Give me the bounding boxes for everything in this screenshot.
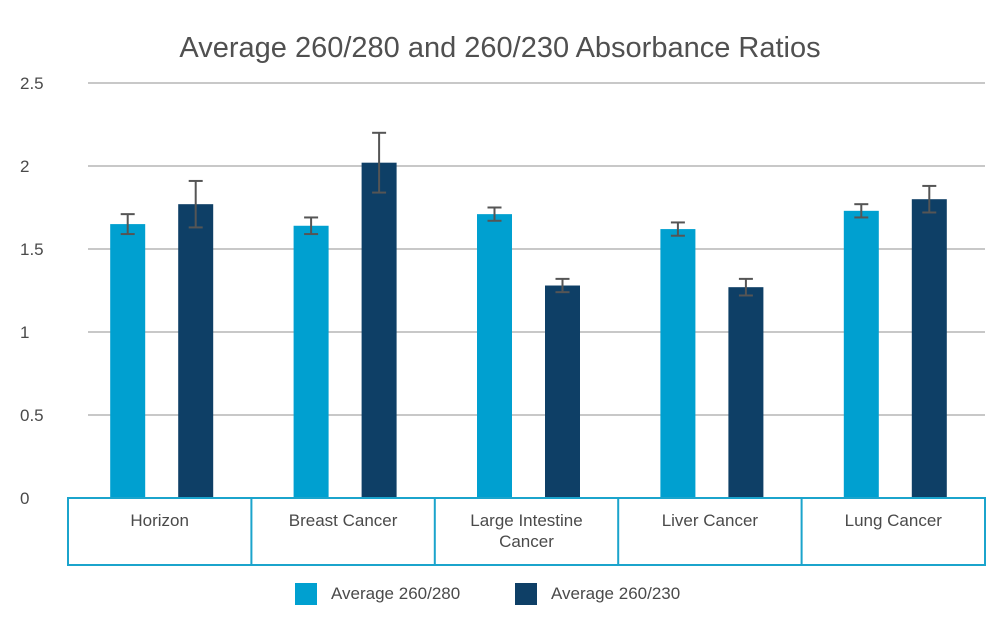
y-tick-label: 1.5 (20, 240, 44, 259)
bar-1-0 (178, 204, 214, 498)
category-table-border (67, 497, 986, 566)
legend-label-series-1: Average 260/230 (551, 584, 681, 603)
x-tick-label: Large Intestine Cancer (470, 511, 583, 551)
y-tick-label: 2.5 (20, 74, 44, 93)
x-tick-label: Liver Cancer (661, 511, 759, 530)
y-tick-label: 2 (20, 157, 29, 176)
x-tick-label: Breast Cancer (288, 511, 398, 530)
bar-0-0 (110, 224, 146, 498)
bar-0-1 (293, 225, 329, 498)
chart-title: Average 260/280 and 260/230 Absorbance R… (179, 32, 821, 64)
bar-0-3 (660, 229, 696, 498)
bar-1-4 (911, 199, 947, 498)
y-tick-label: 0 (20, 489, 29, 508)
chart-legend: Average 260/280 Average 260/230 (0, 583, 1000, 611)
y-tick-label: 0.5 (20, 406, 44, 425)
x-tick-label: Lung Cancer (844, 511, 942, 530)
bar-1-3 (728, 287, 764, 498)
legend-item-series-0: Average 260/280 (295, 583, 460, 605)
legend-item-series-1: Average 260/230 (515, 583, 680, 605)
legend-swatch-series-1 (515, 583, 537, 605)
legend-swatch-series-0 (295, 583, 317, 605)
bar-0-2 (477, 214, 512, 498)
bar-1-1 (361, 162, 397, 498)
bar-0-4 (843, 210, 879, 498)
bar-1-2 (545, 285, 580, 498)
y-tick-label: 1 (20, 323, 29, 342)
legend-label-series-0: Average 260/280 (331, 584, 461, 603)
x-tick-label: Horizon (130, 511, 189, 530)
